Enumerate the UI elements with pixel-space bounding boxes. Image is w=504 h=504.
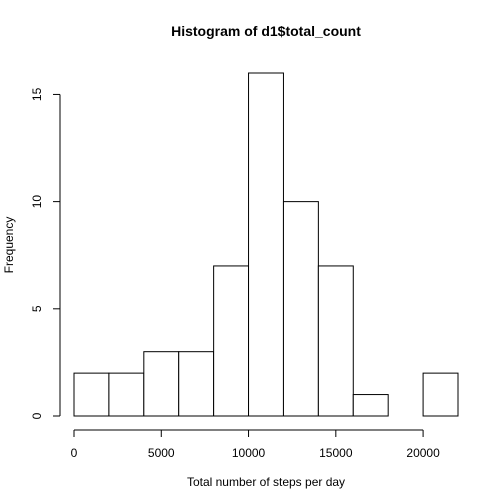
histogram-bar-3 [178,351,215,417]
x-tick-label-4: 20000 [406,446,440,460]
histogram-bar-7 [317,265,354,417]
chart-title: Histogram of d1$total_count [171,23,361,39]
y-axis: 0 5 10 15 [30,87,61,419]
y-tick-label-2: 10 [30,195,44,209]
x-axis-label: Total number of steps per day [187,475,345,489]
y-tick-label-1: 5 [30,305,44,312]
histogram-bar-6 [282,201,319,417]
x-tick-label-2: 10000 [232,446,266,460]
histogram-bar-2 [143,351,180,417]
histogram-bar-0 [73,372,110,417]
y-tick-label-3: 15 [30,87,44,101]
x-tick-label-0: 0 [71,446,78,460]
y-tick-label-0: 0 [30,412,44,419]
histogram-bar-10 [422,372,459,417]
histogram-bar-8 [352,394,389,417]
histogram-bar-1 [108,372,145,417]
x-tick-label-1: 5000 [148,446,175,460]
histogram-bar-5 [248,72,284,417]
y-axis-label: Frequency [2,217,16,274]
x-tick-label-3: 15000 [319,446,353,460]
histogram-bar-4 [213,265,250,417]
bars-group [73,72,459,417]
x-axis: 0 5000 10000 15000 20000 [71,429,440,460]
